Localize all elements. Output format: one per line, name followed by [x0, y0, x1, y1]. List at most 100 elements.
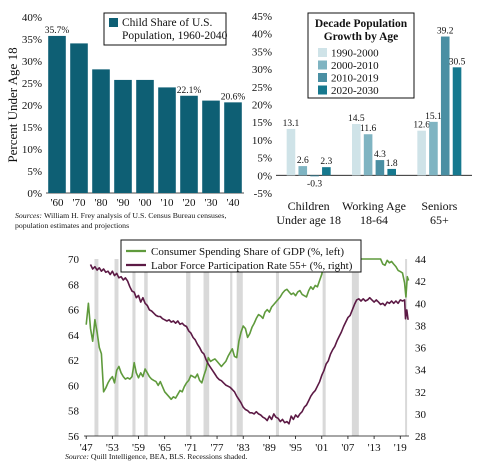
bar-0: [48, 35, 66, 193]
y-left-tick-label: 64: [68, 330, 80, 342]
x-tick-label: '77: [211, 442, 224, 454]
bar-8: [224, 102, 242, 193]
data-label: 4.3: [374, 150, 386, 160]
y-right-tick-label: 36: [415, 343, 427, 355]
source-note: Sources: William H. Frey analysis of U.S…: [15, 211, 226, 220]
x-tick-label: '40: [227, 197, 240, 209]
legend-title: Growth by Age: [324, 31, 399, 43]
bar-3: [114, 79, 132, 193]
source-text: William H. Frey analysis of U.S. Census …: [44, 211, 227, 220]
y-left-tick-label: 70: [68, 254, 80, 266]
recession-band: [230, 259, 233, 436]
y-tick-label: 20%: [22, 100, 42, 112]
x-tick-label: Under age 18: [276, 213, 341, 227]
bar-1-3: [387, 168, 396, 176]
y-tick-label: 40%: [252, 29, 272, 41]
data-label: 14.5: [348, 114, 365, 124]
x-tick-label: '30: [205, 197, 218, 209]
x-tick-label: '89: [263, 442, 276, 454]
x-tick-label: '90: [117, 197, 130, 209]
bar-0-0: [286, 128, 296, 176]
source-label: Source:: [65, 452, 91, 461]
bar-2-0: [417, 130, 426, 176]
x-tick-label: '70: [73, 197, 86, 209]
y-left-tick-label: 60: [68, 380, 80, 392]
y-tick-label: 15%: [252, 117, 272, 129]
recession-band: [275, 259, 279, 436]
x-tick-label: '80: [95, 197, 108, 209]
data-label: 39.2: [437, 27, 454, 37]
y-tick-label: 40%: [22, 12, 42, 24]
y-left-tick-label: 62: [68, 355, 79, 367]
x-tick-label: '53: [106, 442, 119, 454]
bar-1-2: [375, 160, 385, 176]
y-left-tick-label: 56: [68, 431, 80, 443]
y-right-tick-label: 40: [415, 298, 427, 310]
x-tick-label: '65: [158, 442, 171, 454]
bar-0-1: [298, 166, 308, 176]
bar-2: [92, 69, 110, 193]
y-tick-label: 5%: [257, 153, 272, 165]
y-tick-label: 10%: [252, 135, 272, 147]
data-label: 1.8: [386, 159, 398, 169]
bar-6: [180, 95, 198, 193]
recession-band: [114, 259, 119, 436]
legend-text: Consumer Spending Share of GDP (%, left): [151, 246, 344, 258]
recession-band: [132, 259, 136, 436]
legend-swatch: [318, 85, 327, 95]
bar-1-1: [363, 134, 373, 176]
y-tick-label: 35%: [22, 34, 42, 46]
x-tick-label: '13: [368, 442, 381, 454]
series-line-1: [89, 264, 409, 425]
data-label: 11.6: [360, 124, 377, 134]
y-tick-label: 5%: [27, 166, 42, 178]
y-tick-label: 45%: [252, 11, 272, 23]
x-tick-label: '60: [51, 197, 64, 209]
x-tick-label: Children: [288, 199, 330, 213]
y-tick-label: -5%: [254, 188, 272, 200]
y-tick-label: 10%: [22, 144, 42, 156]
x-tick-label: 18-64: [360, 213, 388, 227]
bar-2-2: [440, 36, 450, 176]
data-label: 35.7%: [45, 26, 70, 36]
bar-2-1: [429, 121, 438, 176]
data-label: 2.3: [320, 157, 332, 167]
source-label: Sources:: [15, 211, 44, 220]
y-right-tick-label: 34: [415, 365, 427, 377]
recession-band: [236, 259, 243, 436]
legend-text: 2000-2010: [331, 60, 379, 72]
y-axis-label: Percent Under Age 18: [5, 47, 20, 162]
bar-7: [202, 100, 220, 193]
data-label: 2.6: [297, 156, 309, 166]
legend-text: Labor Force Participation Rate 55+ (%, r…: [151, 260, 353, 272]
x-tick-label: '83: [237, 442, 250, 454]
y-right-tick-label: 42: [415, 276, 426, 288]
bar-4: [136, 79, 154, 193]
y-tick-label: 0%: [27, 188, 42, 200]
y-right-tick-label: 30: [415, 409, 427, 421]
child-share-chart: 0% 5% 10% 15% 20% 25% 30% 35% 40% Percent Under A…: [5, 12, 245, 230]
x-tick-label: '10: [161, 197, 174, 209]
data-label: 15.1: [425, 112, 442, 122]
y-tick-label: 0%: [257, 170, 272, 182]
x-tick-label: '59: [132, 442, 145, 454]
source-note: Source: Quill Intelligence, BEA, BLS. Re…: [65, 452, 248, 461]
data-label: 13.1: [283, 119, 300, 129]
bar-1-0: [352, 123, 361, 176]
source-text: Quill Intelligence, BEA, BLS. Recessions…: [91, 452, 248, 461]
y-tick-label: 25%: [22, 78, 42, 90]
recession-band: [144, 259, 148, 436]
data-label: 22.1%: [177, 86, 202, 96]
bar-2-3: [452, 67, 462, 176]
y-left-tick-label: 68: [68, 279, 80, 291]
legend-text: 1990-2000: [331, 48, 379, 60]
legend-box: [307, 12, 415, 99]
recession-band: [203, 259, 210, 436]
x-tick-label: 65+: [430, 213, 449, 227]
recession-band: [351, 259, 359, 436]
legend-box: [103, 12, 227, 46]
y-right-tick-label: 44: [415, 254, 427, 266]
consumer-spending-labor-chart: 56 58 60 62 64 66 68 70 28 30 32 34 36 38 40 42 44 '47 '53…: [65, 239, 427, 461]
data-label: 12.6: [413, 121, 430, 131]
bar-0-3: [322, 167, 331, 176]
